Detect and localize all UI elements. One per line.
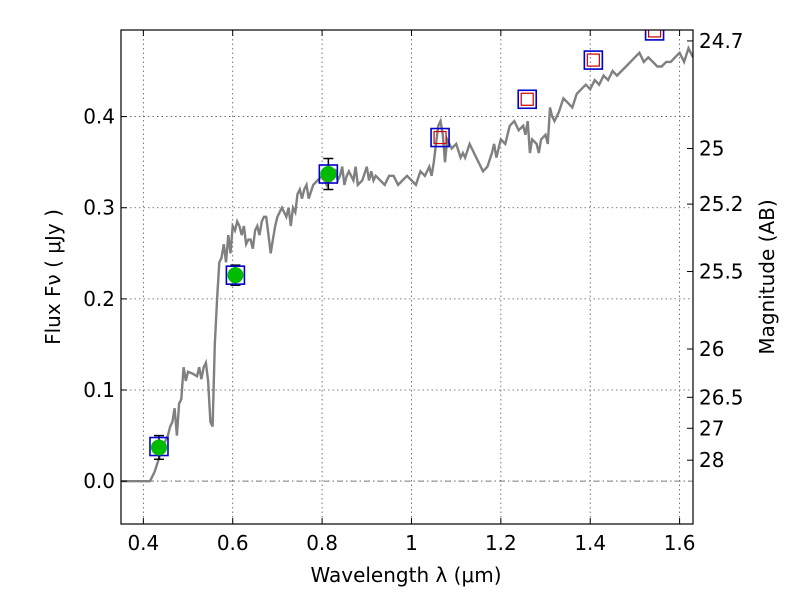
x-tick-label: 1.2 <box>485 531 517 555</box>
y-tick-label: 0.4 <box>83 105 115 129</box>
y2-tick-label: 26 <box>699 337 724 361</box>
observed-flux-point <box>320 166 337 183</box>
axis-ticks: 0.4 0.6 0.8 1 1.2 1.4 1.6 0.0 0.1 0.2 0.3 0.4 24.7 25… <box>83 29 743 555</box>
x-tick-label: 0.8 <box>306 531 338 555</box>
grid <box>121 30 693 524</box>
y2-tick-label: 26.5 <box>699 385 744 409</box>
y-tick-label: 0.3 <box>83 196 115 220</box>
y2-tick-label: 24.7 <box>699 29 744 53</box>
model-sed-line <box>121 45 693 483</box>
y2-axis-title: Magnitude (AB) <box>755 199 779 354</box>
y2-tick-label: 27 <box>699 416 724 440</box>
x-tick-label: 1.4 <box>574 531 606 555</box>
upper-limit-marker <box>433 130 447 145</box>
model-photometry-box <box>517 89 538 110</box>
model-photometry-box <box>225 265 246 285</box>
x-tick-label: 0.4 <box>127 531 159 555</box>
y2-tick-label: 25 <box>699 136 724 160</box>
y-tick-label: 0.2 <box>83 287 115 311</box>
model-photometry-box <box>318 164 339 184</box>
x-tick-label: 0.6 <box>217 531 249 555</box>
model-photometry-box <box>430 127 450 148</box>
x-tick-label: 1.6 <box>664 531 696 555</box>
model-photometry-box <box>149 436 169 457</box>
y2-tick-label: 25.5 <box>699 260 744 284</box>
plot-frame <box>120 29 694 525</box>
photometry-markers <box>149 30 665 461</box>
x-tick-label: 1 <box>405 531 418 555</box>
upper-limit-marker <box>647 30 662 38</box>
upper-limit-marker <box>586 53 600 67</box>
model-photometry-box <box>583 50 604 70</box>
observed-flux-point <box>227 267 244 284</box>
y-axis-title: Flux Fν ( μJy ) <box>41 209 65 345</box>
y-tick-label: 0.0 <box>83 469 115 493</box>
observed-flux-point <box>150 439 167 456</box>
y2-tick-label: 28 <box>699 448 724 472</box>
model-photometry-box <box>644 30 665 41</box>
x-axis-title: Wavelength λ (μm) <box>310 563 501 587</box>
upper-limit-marker <box>520 92 534 106</box>
y2-tick-label: 25.2 <box>699 192 744 216</box>
y-tick-label: 0.1 <box>83 378 115 402</box>
